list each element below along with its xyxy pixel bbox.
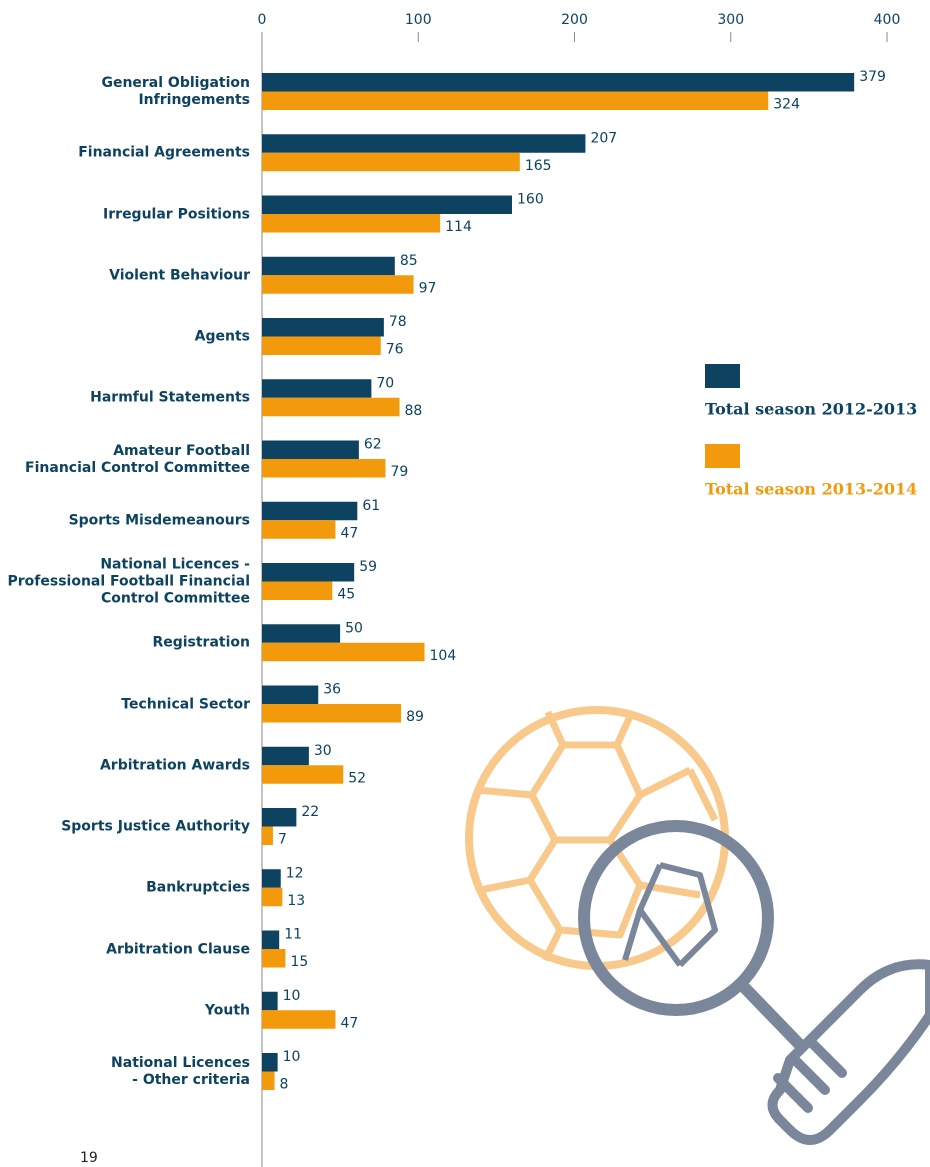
x-tick-label: 100 <box>405 12 432 28</box>
bar <box>262 685 319 704</box>
value-label: 207 <box>590 130 617 146</box>
value-label: 13 <box>287 893 305 909</box>
value-label: 52 <box>348 770 366 786</box>
page-number: 19 <box>80 1150 98 1166</box>
legend-swatch <box>705 364 740 388</box>
legend-label: Total season 2012-2013 <box>705 400 917 419</box>
value-label: 59 <box>359 559 377 575</box>
value-label: 61 <box>362 498 380 514</box>
value-label: 379 <box>859 69 886 85</box>
category-label: Registration <box>152 634 250 651</box>
bar <box>262 195 512 214</box>
bar <box>262 624 341 643</box>
value-label: 97 <box>419 280 437 296</box>
x-tick-label: 200 <box>561 12 588 28</box>
value-label: 10 <box>283 1049 301 1065</box>
bar <box>262 581 333 600</box>
bar <box>262 214 441 233</box>
bar <box>262 563 355 582</box>
bar <box>262 949 286 968</box>
value-label: 11 <box>284 927 302 943</box>
bar <box>262 930 280 949</box>
value-label: 89 <box>406 709 424 725</box>
value-label: 104 <box>430 648 457 664</box>
value-label: 30 <box>314 743 332 759</box>
category-label: Agents <box>194 328 250 345</box>
category-label: Arbitration Clause <box>106 941 250 957</box>
category-label: Bankruptcies <box>146 879 250 896</box>
bar <box>262 765 344 784</box>
category-label: Youth <box>204 1002 250 1019</box>
value-label: 114 <box>445 219 472 235</box>
legend-label: Total season 2013-2014 <box>705 480 917 499</box>
value-label: 85 <box>400 253 418 269</box>
value-label: 47 <box>340 1015 358 1031</box>
bar <box>262 991 278 1011</box>
bar <box>262 826 273 845</box>
bar <box>262 887 283 907</box>
bar <box>262 1071 275 1090</box>
category-label: Arbitration Awards <box>99 757 250 774</box>
value-label: 7 <box>278 832 287 848</box>
category-label: Financial Agreements <box>78 144 250 161</box>
value-label: 165 <box>525 158 552 174</box>
bar <box>262 501 358 521</box>
bar <box>262 336 381 355</box>
bar <box>262 256 395 276</box>
value-label: 160 <box>517 192 544 208</box>
category-label: Harmful Statements <box>90 389 250 406</box>
category-label: Amateur Football Financial Control Commi… <box>25 442 250 476</box>
bar <box>262 642 425 662</box>
bar <box>262 808 297 827</box>
bar <box>262 1010 336 1029</box>
bar <box>262 746 309 766</box>
category-label: Violent Behaviour <box>109 267 250 284</box>
value-label: 8 <box>280 1077 289 1093</box>
bar <box>262 704 402 723</box>
bar <box>262 869 281 888</box>
value-label: 22 <box>301 804 319 820</box>
value-label: 15 <box>290 954 308 970</box>
bar <box>262 379 372 398</box>
category-label: Irregular Positions <box>103 206 250 222</box>
bar <box>262 440 359 459</box>
bar <box>262 397 400 417</box>
value-label: 62 <box>364 437 382 453</box>
bar <box>262 91 769 110</box>
category-label: National Licences - Other criteria <box>111 1055 250 1088</box>
bar <box>262 73 855 92</box>
value-label: 36 <box>323 682 341 698</box>
value-label: 50 <box>345 620 363 636</box>
bar <box>262 520 336 539</box>
category-label: Sports Justice Authority <box>61 818 250 835</box>
x-tick-label: 300 <box>717 12 744 28</box>
category-label: Technical Sector <box>121 696 250 712</box>
category-label: General Obligation Infringements <box>101 75 250 108</box>
x-tick-label: 400 <box>874 12 901 28</box>
value-label: 79 <box>390 464 408 480</box>
value-label: 45 <box>337 587 355 603</box>
legend-swatch <box>705 444 740 468</box>
value-label: 47 <box>340 525 358 541</box>
value-label: 76 <box>386 342 404 358</box>
category-label: National Licences - Professional Footbal… <box>7 556 251 607</box>
bar <box>262 134 586 153</box>
bar <box>262 152 520 172</box>
illustration <box>465 706 930 1145</box>
bar <box>262 459 386 478</box>
value-label: 70 <box>376 375 394 391</box>
x-tick-label: 0 <box>258 12 267 28</box>
value-label: 78 <box>389 314 407 330</box>
value-label: 88 <box>405 403 423 419</box>
value-label: 324 <box>773 97 800 113</box>
bar <box>262 1053 278 1072</box>
bar <box>262 275 414 294</box>
bar <box>262 318 384 337</box>
value-label: 12 <box>286 865 304 881</box>
category-label: Sports Misdemeanours <box>68 512 250 529</box>
value-label: 10 <box>283 988 301 1004</box>
